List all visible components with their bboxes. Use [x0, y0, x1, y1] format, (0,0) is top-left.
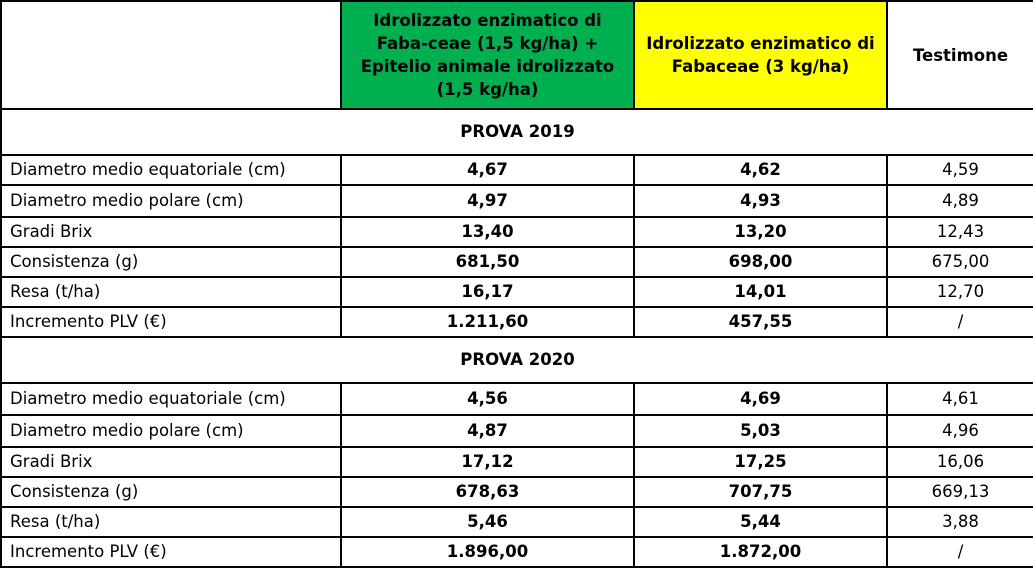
header-empty-cell	[0, 0, 342, 110]
cell-control: 669,13	[886, 476, 1033, 508]
row-label: Gradi Brix	[0, 446, 342, 478]
cell-treatment-2: 457,55	[633, 306, 888, 338]
row-label: Resa (t/ha)	[0, 276, 342, 308]
cell-treatment-2: 698,00	[633, 246, 888, 278]
cell-treatment-1: 16,17	[340, 276, 635, 308]
header-control: Testimone	[886, 0, 1033, 110]
cell-control: 4,96	[886, 414, 1033, 448]
cell-treatment-2: 14,01	[633, 276, 888, 308]
cell-control: 4,59	[886, 154, 1033, 186]
section-title: PROVA 2019	[0, 108, 1033, 156]
table-row: Resa (t/ha) 16,17 14,01 12,70	[0, 276, 1033, 308]
row-label: Diametro medio equatoriale (cm)	[0, 154, 342, 186]
cell-treatment-1: 4,97	[340, 184, 635, 218]
row-label: Incremento PLV (€)	[0, 306, 342, 338]
table-row: Diametro medio polare (cm) 4,97 4,93 4,8…	[0, 184, 1033, 218]
section-title: PROVA 2020	[0, 336, 1033, 384]
table-row: Gradi Brix 17,12 17,25 16,06	[0, 446, 1033, 478]
cell-control: /	[886, 536, 1033, 568]
cell-treatment-1: 1.211,60	[340, 306, 635, 338]
cell-treatment-2: 13,20	[633, 216, 888, 248]
cell-treatment-1: 4,67	[340, 154, 635, 186]
cell-treatment-2: 17,25	[633, 446, 888, 478]
cell-treatment-2: 707,75	[633, 476, 888, 508]
cell-treatment-1: 4,87	[340, 414, 635, 448]
cell-control: 12,70	[886, 276, 1033, 308]
table-row: Incremento PLV (€) 1.896,00 1.872,00 /	[0, 536, 1033, 568]
cell-treatment-2: 4,93	[633, 184, 888, 218]
row-label: Consistenza (g)	[0, 246, 342, 278]
row-label: Consistenza (g)	[0, 476, 342, 508]
table-row: Diametro medio polare (cm) 4,87 5,03 4,9…	[0, 414, 1033, 448]
cell-treatment-2: 4,69	[633, 382, 888, 416]
section-row-2019: PROVA 2019	[0, 108, 1033, 156]
cell-treatment-2: 5,03	[633, 414, 888, 448]
cell-control: 3,88	[886, 506, 1033, 538]
row-label: Gradi Brix	[0, 216, 342, 248]
cell-control: 4,89	[886, 184, 1033, 218]
row-label: Resa (t/ha)	[0, 506, 342, 538]
cell-control: 4,61	[886, 382, 1033, 416]
cell-treatment-1: 13,40	[340, 216, 635, 248]
cell-treatment-1: 17,12	[340, 446, 635, 478]
section-row-2020: PROVA 2020	[0, 336, 1033, 384]
table-row: Diametro medio equatoriale (cm) 4,67 4,6…	[0, 154, 1033, 186]
cell-control: 12,43	[886, 216, 1033, 248]
cell-treatment-2: 5,44	[633, 506, 888, 538]
cell-treatment-1: 4,56	[340, 382, 635, 416]
cell-treatment-1: 678,63	[340, 476, 635, 508]
header-treatment-2: Idrolizzato enzimatico di Fabaceae (3 kg…	[633, 0, 888, 110]
row-label: Diametro medio equatoriale (cm)	[0, 382, 342, 416]
cell-control: 675,00	[886, 246, 1033, 278]
cell-treatment-2: 1.872,00	[633, 536, 888, 568]
cell-treatment-2: 4,62	[633, 154, 888, 186]
table-row: Resa (t/ha) 5,46 5,44 3,88	[0, 506, 1033, 538]
row-label: Incremento PLV (€)	[0, 536, 342, 568]
cell-control: 16,06	[886, 446, 1033, 478]
table-row: Incremento PLV (€) 1.211,60 457,55 /	[0, 306, 1033, 338]
table-row: Gradi Brix 13,40 13,20 12,43	[0, 216, 1033, 248]
header-treatment-1: Idrolizzato enzimatico di Faba-ceae (1,5…	[340, 0, 635, 110]
table-row: Consistenza (g) 678,63 707,75 669,13	[0, 476, 1033, 508]
cell-control: /	[886, 306, 1033, 338]
cell-treatment-1: 1.896,00	[340, 536, 635, 568]
row-label: Diametro medio polare (cm)	[0, 414, 342, 448]
table-row: Diametro medio equatoriale (cm) 4,56 4,6…	[0, 382, 1033, 416]
table-row: Consistenza (g) 681,50 698,00 675,00	[0, 246, 1033, 278]
cell-treatment-1: 681,50	[340, 246, 635, 278]
cell-treatment-1: 5,46	[340, 506, 635, 538]
header-row: Idrolizzato enzimatico di Faba-ceae (1,5…	[0, 0, 1033, 110]
row-label: Diametro medio polare (cm)	[0, 184, 342, 218]
